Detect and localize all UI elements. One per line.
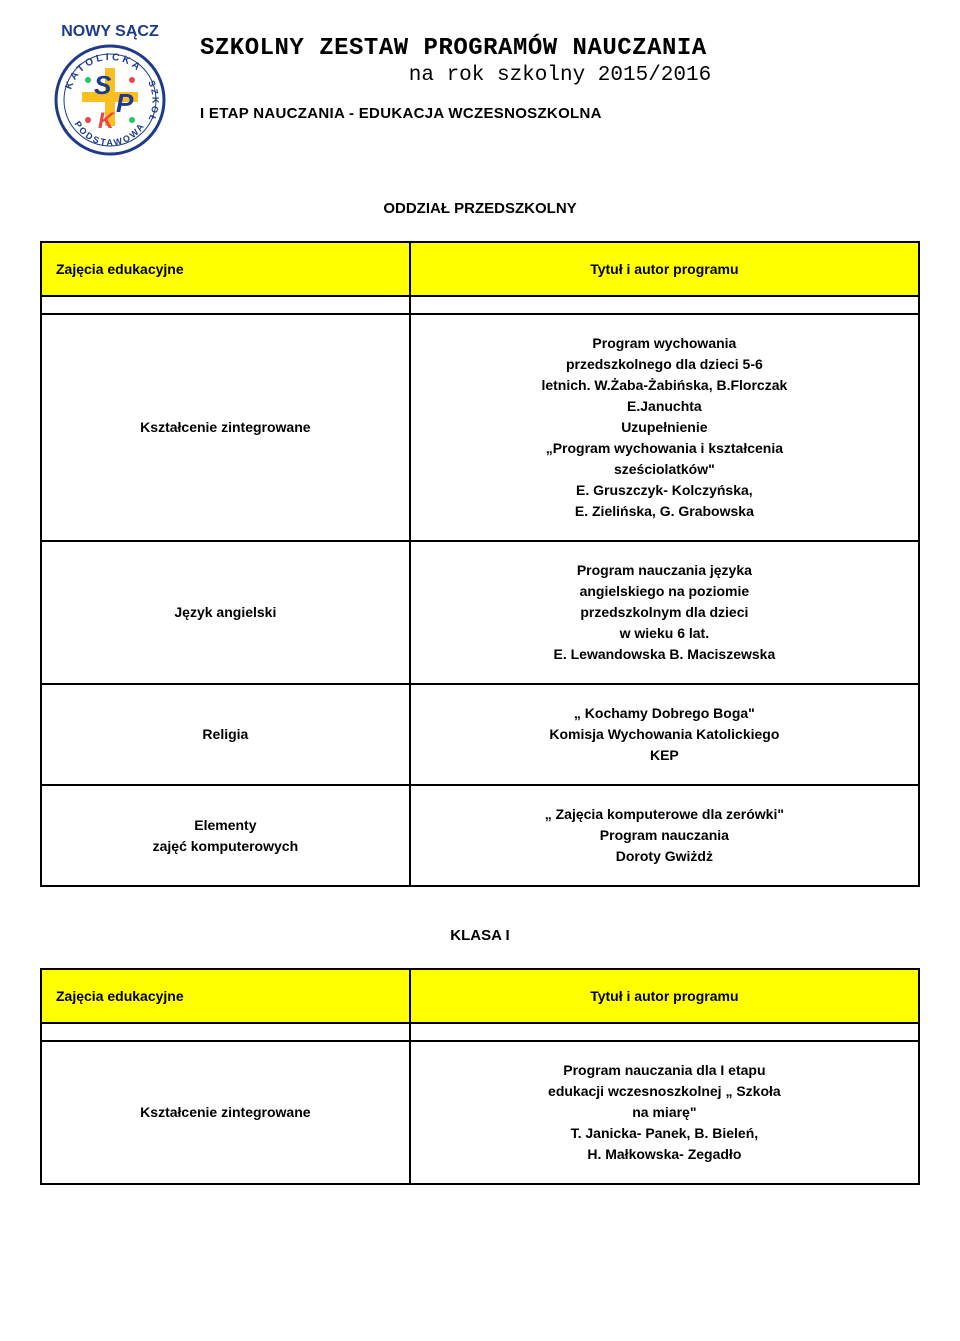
spacer-row xyxy=(41,1023,919,1041)
col-header-subject: Zajęcia edukacyjne xyxy=(41,969,410,1023)
table-header-row: Zajęcia edukacyjne Tytuł i autor program… xyxy=(41,969,919,1023)
col-header-subject: Zajęcia edukacyjne xyxy=(41,242,410,296)
etap-title: I ETAP NAUCZANIA - EDUKACJA WCZESNOSZKOL… xyxy=(200,105,920,122)
section-title-2: KLASA I xyxy=(40,927,920,944)
svg-text:P: P xyxy=(116,88,134,118)
cell-subject: Religia xyxy=(41,684,410,785)
table-row: Kształcenie zintegrowane Program nauczan… xyxy=(41,1041,919,1184)
sub-title: na rok szkolny 2015/2016 xyxy=(200,64,920,87)
table-row: Język angielski Program nauczania języka… xyxy=(41,541,919,684)
cell-subject: Kształcenie zintegrowane xyxy=(41,1041,410,1184)
spacer-row xyxy=(41,296,919,314)
cell-program: Program nauczania językaangielskiego na … xyxy=(410,541,919,684)
cell-program: „ Zajęcia komputerowe dla zerówki"Progra… xyxy=(410,785,919,886)
cell-subject: Kształcenie zintegrowane xyxy=(41,314,410,541)
svg-text:K: K xyxy=(98,108,116,133)
table-row: Religia „ Kochamy Dobrego Boga"Komisja W… xyxy=(41,684,919,785)
table-przedszkolny: Zajęcia edukacyjne Tytuł i autor program… xyxy=(40,241,920,887)
table-klasa-1: Zajęcia edukacyjne Tytuł i autor program… xyxy=(40,968,920,1185)
cell-subject: Język angielski xyxy=(41,541,410,684)
cell-subject: Elementyzajęć komputerowych xyxy=(41,785,410,886)
table-row: Kształcenie zintegrowane Program wychowa… xyxy=(41,314,919,541)
page-header: NOWY SĄCZ KATOLICKA SZKOŁA PODSTAWOWA S … xyxy=(40,20,920,160)
svg-text:S: S xyxy=(94,70,112,100)
title-block: SZKOLNY ZESTAW PROGRAMÓW NAUCZANIA na ro… xyxy=(200,20,920,122)
table-row: Elementyzajęć komputerowych „ Zajęcia ko… xyxy=(41,785,919,886)
col-header-program: Tytuł i autor programu xyxy=(410,242,919,296)
section-title-1: ODDZIAŁ PRZEDSZKOLNY xyxy=(40,200,920,217)
cell-program: Program nauczania dla I etapuedukacji wc… xyxy=(410,1041,919,1184)
school-logo-icon: NOWY SĄCZ KATOLICKA SZKOŁA PODSTAWOWA S … xyxy=(40,20,180,160)
table-header-row: Zajęcia edukacyjne Tytuł i autor program… xyxy=(41,242,919,296)
svg-text:NOWY SĄCZ: NOWY SĄCZ xyxy=(61,23,159,40)
col-header-program: Tytuł i autor programu xyxy=(410,969,919,1023)
main-title: SZKOLNY ZESTAW PROGRAMÓW NAUCZANIA xyxy=(200,35,920,62)
cell-program: „ Kochamy Dobrego Boga"Komisja Wychowani… xyxy=(410,684,919,785)
cell-program: Program wychowaniaprzedszkolnego dla dzi… xyxy=(410,314,919,541)
